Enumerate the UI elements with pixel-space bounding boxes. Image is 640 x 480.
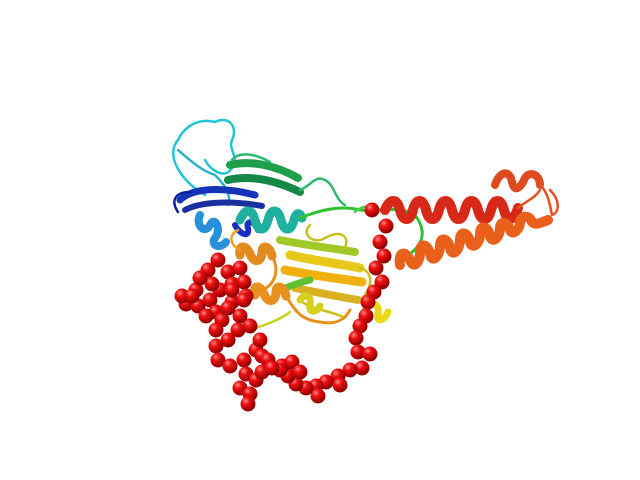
sphere bbox=[378, 218, 394, 234]
coil bbox=[230, 228, 242, 252]
sphere bbox=[332, 377, 348, 393]
sphere bbox=[354, 360, 370, 376]
sphere bbox=[372, 234, 388, 250]
sphere bbox=[232, 260, 248, 276]
helix bbox=[296, 292, 324, 315]
helix bbox=[235, 206, 307, 234]
sphere bbox=[352, 318, 368, 334]
sphere bbox=[368, 260, 384, 276]
sphere bbox=[220, 264, 236, 280]
sphere bbox=[232, 308, 248, 324]
coil bbox=[176, 148, 231, 207]
sphere bbox=[192, 270, 208, 286]
sphere bbox=[202, 292, 218, 308]
helix bbox=[194, 211, 230, 251]
strand bbox=[224, 174, 304, 196]
sphere bbox=[224, 282, 240, 298]
sphere bbox=[210, 252, 226, 268]
coil bbox=[172, 118, 237, 197]
sphere bbox=[364, 202, 380, 218]
sphere-chain bbox=[174, 202, 394, 412]
strand bbox=[291, 284, 362, 304]
coil bbox=[173, 190, 192, 214]
sphere bbox=[376, 248, 392, 264]
sphere bbox=[204, 276, 220, 292]
sphere bbox=[208, 322, 224, 338]
strand bbox=[276, 236, 359, 256]
sphere bbox=[184, 288, 200, 304]
helix bbox=[380, 196, 523, 224]
sphere bbox=[198, 308, 214, 324]
sphere bbox=[310, 388, 326, 404]
sphere bbox=[240, 396, 256, 412]
strand bbox=[176, 186, 259, 204]
sphere bbox=[242, 318, 258, 334]
sphere bbox=[208, 338, 224, 354]
sphere bbox=[220, 300, 236, 316]
sphere bbox=[348, 330, 364, 346]
helix bbox=[249, 282, 291, 305]
sphere bbox=[236, 274, 252, 290]
sphere bbox=[252, 332, 268, 348]
strand bbox=[226, 159, 302, 182]
sphere bbox=[374, 274, 390, 290]
sphere bbox=[362, 346, 378, 362]
helix bbox=[491, 169, 544, 193]
sphere bbox=[236, 352, 252, 368]
sphere bbox=[292, 364, 308, 380]
sphere bbox=[284, 354, 300, 370]
helix bbox=[235, 242, 277, 265]
sphere bbox=[236, 292, 252, 308]
sphere bbox=[264, 360, 280, 376]
strand bbox=[285, 250, 365, 273]
sphere bbox=[220, 332, 236, 348]
coil bbox=[516, 183, 559, 217]
coil bbox=[260, 254, 352, 325]
strand bbox=[182, 199, 265, 213]
sphere bbox=[350, 344, 366, 360]
sphere bbox=[342, 362, 358, 378]
sphere bbox=[230, 322, 246, 338]
helix bbox=[394, 211, 553, 270]
coil bbox=[230, 153, 347, 207]
sphere bbox=[222, 358, 238, 374]
sphere bbox=[210, 352, 226, 368]
strand bbox=[280, 265, 367, 287]
sphere bbox=[360, 294, 376, 310]
